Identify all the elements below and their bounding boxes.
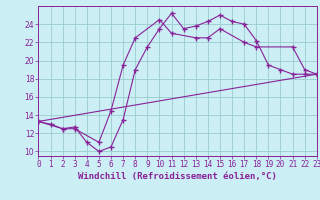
- X-axis label: Windchill (Refroidissement éolien,°C): Windchill (Refroidissement éolien,°C): [78, 172, 277, 181]
